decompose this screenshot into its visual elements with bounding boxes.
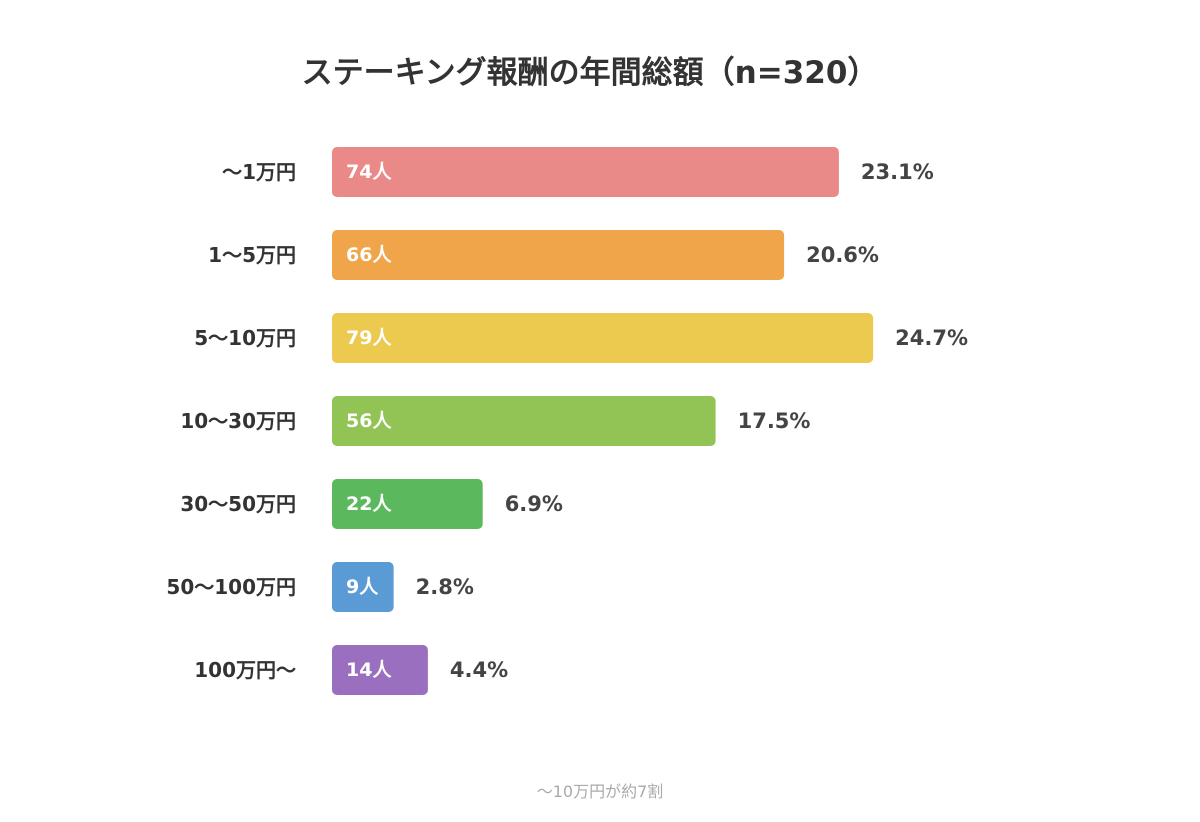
bar-row: 100万円〜 14人 4.4% <box>194 645 508 695</box>
bars-group: 〜1万円 74人 23.1% 1〜5万円 66人 20.6% 5〜10万円 79人 24.7% 1… <box>166 147 968 695</box>
category-label: 〜1万円 <box>222 160 296 184</box>
bar-row: 1〜5万円 66人 20.6% <box>208 230 879 280</box>
bar <box>332 562 394 612</box>
bar-percent-label: 4.4% <box>450 658 508 682</box>
bar-row: 5〜10万円 79人 24.7% <box>194 313 968 363</box>
category-label: 50〜100万円 <box>166 575 296 599</box>
bar-percent-label: 23.1% <box>861 160 934 184</box>
bar <box>332 230 785 280</box>
bar-count-label: 79人 <box>346 327 392 349</box>
bar-count-label: 74人 <box>346 161 392 183</box>
bar-count-label: 22人 <box>346 493 392 515</box>
category-label: 30〜50万円 <box>180 492 296 516</box>
bar <box>332 479 483 529</box>
bar-row: 30〜50万円 22人 6.9% <box>180 479 563 529</box>
bar <box>332 147 839 197</box>
bar-percent-label: 17.5% <box>738 409 811 433</box>
category-label: 100万円〜 <box>194 658 296 682</box>
bar-count-label: 9人 <box>346 576 379 598</box>
bar-percent-label: 2.8% <box>416 575 474 599</box>
category-label: 5〜10万円 <box>194 326 296 350</box>
category-label: 10〜30万円 <box>180 409 296 433</box>
bar-count-label: 56人 <box>346 410 392 432</box>
bar-count-label: 66人 <box>346 244 392 266</box>
bar-row: 50〜100万円 9人 2.8% <box>166 562 474 612</box>
bar-percent-label: 6.9% <box>505 492 563 516</box>
bar-row: 10〜30万円 56人 17.5% <box>180 396 810 446</box>
bar-percent-label: 20.6% <box>806 243 879 267</box>
bar-count-label: 14人 <box>346 659 392 681</box>
bar-row: 〜1万円 74人 23.1% <box>222 147 934 197</box>
chart-title: ステーキング報酬の年間総額（n=320） <box>302 55 879 91</box>
bar <box>332 645 428 695</box>
bar-percent-label: 24.7% <box>895 326 968 350</box>
bar <box>332 396 716 446</box>
bar <box>332 313 874 363</box>
category-label: 1〜5万円 <box>208 243 296 267</box>
chart-footnote: 〜10万円が約7割 <box>537 782 664 801</box>
